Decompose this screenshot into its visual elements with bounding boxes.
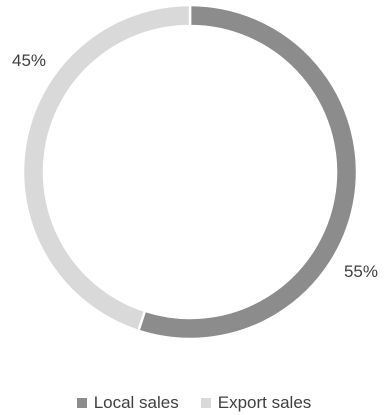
data-label-export-sales: 45% (12, 51, 46, 70)
legend-swatch-local-sales (76, 398, 87, 408)
donut-slices (21, 3, 359, 341)
slice-local-sales (136, 3, 359, 341)
legend-swatch-export-sales (200, 398, 211, 408)
data-labels: 55% 45% (12, 51, 378, 281)
slice-export-sales (21, 3, 192, 333)
legend-item-export-sales: Export sales (200, 393, 312, 413)
data-label-local-sales: 55% (344, 262, 378, 281)
chart-legend: Local sales Export sales (0, 392, 388, 414)
legend-label-export-sales: Export sales (217, 393, 312, 412)
legend-label-local-sales: Local sales (93, 393, 179, 412)
legend-item-local-sales: Local sales (76, 393, 179, 413)
